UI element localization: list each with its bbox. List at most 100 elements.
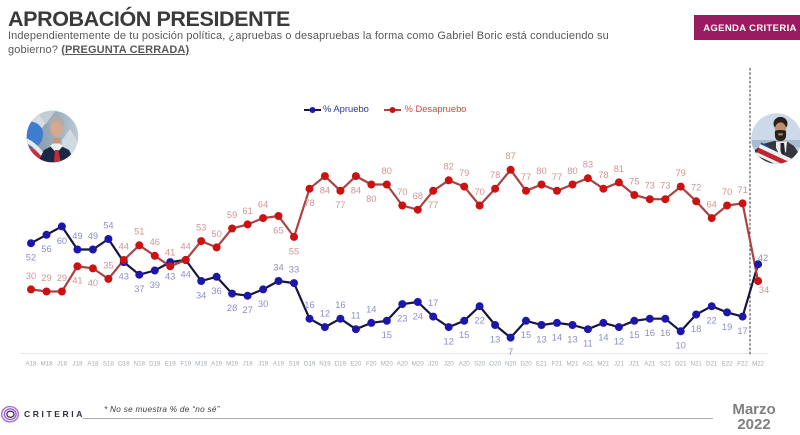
svg-text:70: 70 [474, 187, 484, 197]
svg-text:12: 12 [320, 309, 330, 319]
svg-text:56: 56 [41, 244, 51, 254]
svg-text:79: 79 [675, 168, 685, 178]
svg-text:29: 29 [41, 273, 51, 283]
svg-text:44: 44 [119, 241, 129, 251]
svg-text:24: 24 [413, 311, 423, 321]
svg-text:46: 46 [150, 237, 160, 247]
svg-text:M20: M20 [412, 361, 425, 368]
svg-text:53: 53 [196, 223, 206, 233]
svg-text:12: 12 [443, 337, 453, 347]
svg-text:70: 70 [722, 187, 732, 197]
svg-text:J20: J20 [428, 361, 439, 368]
svg-text:22: 22 [706, 316, 716, 326]
svg-text:16: 16 [335, 300, 345, 310]
svg-text:J21: J21 [629, 361, 640, 368]
svg-text:S19: S19 [288, 361, 300, 368]
svg-text:% Apruebo: % Apruebo [323, 103, 369, 114]
svg-text:11: 11 [583, 339, 593, 349]
svg-text:78: 78 [304, 198, 314, 208]
svg-text:81: 81 [614, 164, 624, 174]
svg-text:75: 75 [629, 176, 639, 186]
svg-text:N19: N19 [319, 361, 331, 368]
svg-text:F22: F22 [737, 361, 748, 368]
svg-text:71: 71 [737, 185, 747, 195]
svg-text:E20: E20 [350, 361, 362, 368]
svg-text:15: 15 [382, 330, 392, 340]
svg-text:34: 34 [196, 290, 206, 300]
svg-text:77: 77 [428, 200, 438, 210]
svg-text:J19: J19 [258, 361, 269, 368]
svg-text:15: 15 [521, 330, 531, 340]
svg-text:44: 44 [180, 241, 190, 251]
svg-text:84: 84 [351, 186, 361, 196]
svg-text:O18: O18 [118, 361, 130, 368]
svg-text:M21: M21 [597, 361, 610, 368]
svg-text:10: 10 [675, 341, 685, 351]
svg-text:84: 84 [320, 186, 330, 196]
svg-text:A20: A20 [397, 361, 409, 368]
svg-text:M22: M22 [752, 361, 765, 368]
svg-text:A21: A21 [644, 361, 656, 368]
svg-text:M21: M21 [566, 361, 579, 368]
svg-text:30: 30 [258, 299, 268, 309]
svg-text:J21: J21 [614, 361, 625, 368]
svg-text:17: 17 [428, 298, 438, 308]
svg-text:80: 80 [567, 166, 577, 176]
svg-text:16: 16 [660, 328, 670, 338]
svg-text:14: 14 [552, 332, 562, 342]
svg-text:23: 23 [397, 314, 407, 324]
svg-text:16: 16 [645, 328, 655, 338]
svg-text:60: 60 [57, 236, 67, 246]
svg-text:13: 13 [567, 334, 577, 344]
svg-text:70: 70 [397, 187, 407, 197]
svg-text:42: 42 [758, 253, 768, 263]
svg-text:27: 27 [242, 305, 252, 315]
svg-text:A18: A18 [25, 361, 37, 368]
svg-text:80: 80 [536, 166, 546, 176]
svg-text:N18: N18 [134, 361, 146, 368]
svg-text:73: 73 [645, 181, 655, 191]
svg-text:77: 77 [552, 172, 562, 182]
svg-text:A19: A19 [273, 361, 285, 368]
svg-text:73: 73 [660, 181, 670, 191]
svg-text:43: 43 [165, 272, 175, 282]
svg-text:49: 49 [88, 231, 98, 241]
svg-text:12: 12 [614, 337, 624, 347]
svg-text:61: 61 [242, 206, 252, 216]
svg-text:13: 13 [536, 334, 546, 344]
svg-text:18: 18 [691, 324, 701, 334]
svg-text:D18: D18 [149, 361, 161, 368]
svg-text:80: 80 [366, 194, 376, 204]
svg-text:41: 41 [72, 276, 82, 286]
svg-text:30: 30 [26, 271, 36, 281]
svg-text:51: 51 [134, 227, 144, 237]
svg-text:72: 72 [691, 183, 701, 193]
svg-text:A18: A18 [87, 361, 99, 368]
svg-text:64: 64 [706, 200, 716, 210]
svg-text:N20: N20 [505, 361, 517, 368]
svg-text:S20: S20 [474, 361, 486, 368]
svg-text:14: 14 [598, 332, 608, 342]
svg-text:O20: O20 [489, 361, 501, 368]
svg-text:44: 44 [180, 269, 190, 279]
svg-text:J19: J19 [243, 361, 254, 368]
svg-text:37: 37 [134, 284, 144, 294]
svg-text:A19: A19 [211, 361, 223, 368]
svg-text:11: 11 [351, 311, 361, 321]
svg-text:19: 19 [722, 322, 732, 332]
svg-text:36: 36 [211, 286, 221, 296]
svg-text:% Desapruebo: % Desapruebo [405, 103, 467, 114]
svg-text:D21: D21 [706, 361, 718, 368]
svg-text:17: 17 [737, 326, 747, 336]
svg-text:16: 16 [304, 300, 314, 310]
svg-text:52: 52 [26, 253, 36, 263]
svg-text:64: 64 [258, 200, 268, 210]
svg-text:J18: J18 [72, 361, 83, 368]
svg-text:S18: S18 [103, 361, 115, 368]
svg-text:N21: N21 [691, 361, 703, 368]
svg-text:7: 7 [508, 347, 513, 357]
svg-text:D19: D19 [335, 361, 347, 368]
svg-text:A20: A20 [459, 361, 471, 368]
svg-text:33: 33 [289, 265, 299, 275]
svg-text:D20: D20 [520, 361, 532, 368]
